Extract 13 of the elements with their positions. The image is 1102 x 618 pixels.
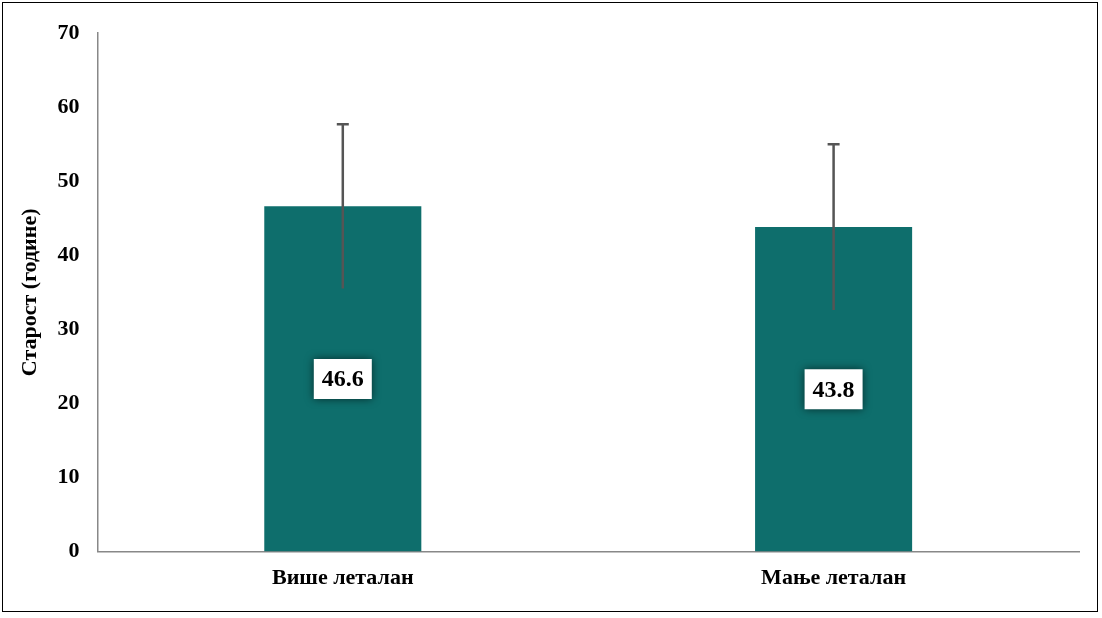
y-axis-title: Старост (године) bbox=[15, 208, 41, 377]
x-tick-label: Мање леталан bbox=[761, 564, 907, 590]
y-tick-label: 60 bbox=[57, 92, 80, 118]
y-tick-label: 70 bbox=[57, 18, 80, 44]
data-label: 46.6 bbox=[321, 365, 364, 392]
y-tick-label: 20 bbox=[57, 389, 80, 415]
y-tick-label: 30 bbox=[57, 315, 80, 341]
y-tick-label: 0 bbox=[68, 537, 80, 563]
y-tick-label: 50 bbox=[57, 166, 80, 192]
x-tick-label: Више леталан bbox=[272, 564, 414, 590]
y-tick-label: 40 bbox=[57, 240, 80, 266]
y-tick-label: 10 bbox=[57, 463, 80, 489]
data-label: 43.8 bbox=[812, 375, 855, 402]
